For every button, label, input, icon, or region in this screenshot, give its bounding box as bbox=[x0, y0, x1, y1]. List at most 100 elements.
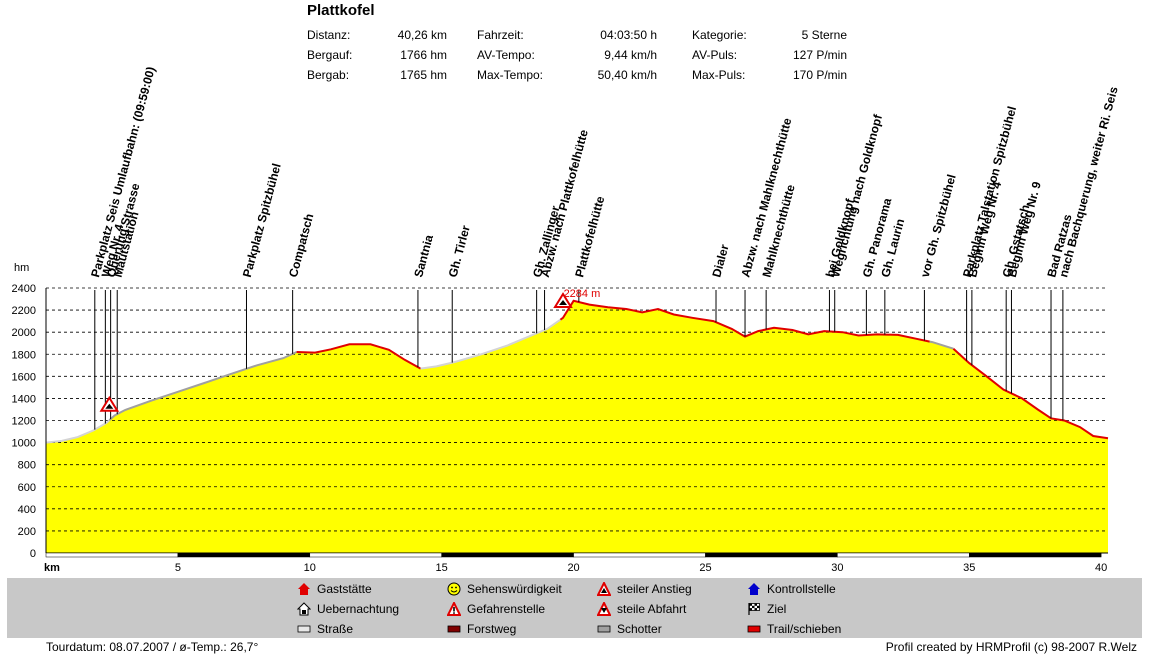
profile-line-segment bbox=[108, 351, 298, 422]
profile-line-segment bbox=[929, 340, 954, 350]
house-blue-icon bbox=[747, 582, 761, 596]
surface-swatch-icon bbox=[747, 622, 761, 636]
warning-triangle-inner bbox=[105, 403, 114, 409]
y-tick-label: 800 bbox=[18, 460, 36, 472]
distance-bar-segment bbox=[309, 552, 442, 558]
surface-swatch-icon bbox=[447, 622, 461, 636]
y-tick-label: 1800 bbox=[12, 349, 36, 361]
y-tick-label: 2400 bbox=[12, 283, 36, 295]
stat-label: Bergauf: bbox=[307, 48, 353, 62]
max-elevation-label: 2284 m bbox=[564, 288, 601, 300]
legend-label: steiler Anstieg bbox=[617, 582, 692, 596]
legend-label: Uebernachtung bbox=[317, 602, 400, 616]
profile-line-segment bbox=[420, 318, 561, 370]
x-tick-label: 30 bbox=[831, 562, 843, 574]
tour-title: Plattkofel bbox=[307, 2, 375, 19]
profile-line-segment bbox=[45, 419, 110, 444]
stats-col-1-values: 40,26 km 1766 hm 1765 hm bbox=[372, 28, 447, 88]
stat-label: Distanz: bbox=[307, 28, 351, 42]
distance-bar-segment bbox=[45, 552, 179, 558]
warning-triangle-dark-icon bbox=[597, 602, 611, 616]
legend-label: Gefahrenstelle bbox=[467, 602, 546, 616]
smiley-icon bbox=[447, 582, 461, 596]
legend-label: Sehenswürdigkeit bbox=[467, 582, 562, 596]
house-red-icon bbox=[297, 582, 311, 596]
credit-text: Profil created by HRMProfil (c) 98-2007 … bbox=[885, 640, 1137, 654]
y-tick-label: 1600 bbox=[12, 371, 36, 383]
legend-item-steile-abfahrt: steile Abfahrt bbox=[597, 602, 686, 616]
waypoint-label: Plattkofelhütte bbox=[572, 194, 607, 278]
y-tick-label: 1400 bbox=[12, 393, 36, 405]
distance-bar-segment bbox=[177, 552, 311, 558]
warning-triangle-icon bbox=[597, 582, 611, 596]
stat-label: Max-Tempo: bbox=[477, 68, 544, 82]
waypoint-label: Santnia bbox=[411, 233, 436, 279]
distance-bar-segment bbox=[705, 552, 838, 558]
stat-value: 1765 hm bbox=[400, 68, 447, 82]
stats-col-3-labels: Kategorie: AV-Puls: Max-Puls: bbox=[692, 28, 747, 88]
waypoint-label: Gh. Tirler bbox=[446, 224, 473, 279]
waypoint-label: nach Bachquerung, weiter Ri. Seis bbox=[1056, 85, 1121, 279]
y-tick-label: 600 bbox=[18, 482, 36, 494]
legend-item-schotter: Schotter bbox=[597, 622, 662, 636]
y-tick-label: 1000 bbox=[12, 438, 36, 450]
warning-exclamation-icon bbox=[447, 602, 461, 616]
stat-label: Kategorie: bbox=[692, 28, 747, 42]
profile-area bbox=[46, 300, 1108, 553]
legend-label: Kontrollstelle bbox=[767, 582, 836, 596]
stat-value: 40,26 km bbox=[397, 28, 447, 42]
stats-col-2-labels: Fahrzeit: AV-Tempo: Max-Tempo: bbox=[477, 28, 543, 88]
warning-triangle-icon bbox=[99, 395, 120, 412]
x-tick-label: 15 bbox=[436, 562, 448, 574]
stat-value: 5 Sterne bbox=[801, 28, 847, 42]
x-axis-label: km bbox=[44, 562, 60, 574]
x-tick-label: 35 bbox=[963, 562, 975, 574]
x-tick-label: 5 bbox=[175, 562, 181, 574]
surface-swatch-icon bbox=[297, 622, 311, 636]
waypoint-label: Compatsch bbox=[286, 212, 316, 279]
legend-item-uebernachtung: Uebernachtung bbox=[297, 602, 399, 616]
stat-value: 170 P/min bbox=[792, 68, 847, 82]
distance-bar-segment bbox=[441, 552, 574, 558]
legend-label: Gaststätte bbox=[317, 582, 372, 596]
warning-triangle-icon bbox=[553, 292, 573, 308]
y-tick-label: 200 bbox=[18, 526, 36, 538]
y-tick-label: 0 bbox=[30, 548, 36, 560]
x-tick-label: 25 bbox=[699, 562, 711, 574]
legend-label: Straße bbox=[317, 622, 354, 636]
y-axis-label: hm bbox=[14, 262, 29, 274]
waypoint-label: vor Gh. Spitzbühel bbox=[918, 173, 959, 279]
stat-value: 127 P/min bbox=[792, 48, 847, 62]
legend-item-forstweg: Forstweg bbox=[447, 622, 516, 636]
x-tick-label: 40 bbox=[1095, 562, 1107, 574]
legend: Gaststätte Sehenswürdigkeit steiler Anst… bbox=[7, 578, 1142, 638]
surface-swatch-icon bbox=[597, 622, 611, 636]
legend-item-trail: Trail/schieben bbox=[747, 622, 841, 636]
stats-col-3-values: 5 Sterne 127 P/min 170 P/min bbox=[757, 28, 847, 88]
profile-line-segment bbox=[559, 299, 930, 343]
profile-line-segment bbox=[296, 343, 422, 370]
x-tick-label: 20 bbox=[567, 562, 579, 574]
stat-label: Bergab: bbox=[307, 68, 350, 82]
distance-bar-segment bbox=[837, 552, 970, 558]
legend-label: Forstweg bbox=[467, 622, 517, 636]
profile-line-segment bbox=[952, 347, 1109, 440]
stat-value: 1766 hm bbox=[400, 48, 447, 62]
y-tick-label: 1200 bbox=[12, 416, 36, 428]
stat-label: Fahrzeit: bbox=[477, 28, 524, 42]
stat-value: 50,40 km/h bbox=[597, 68, 657, 82]
y-tick-label: 400 bbox=[18, 504, 36, 516]
legend-label: Schotter bbox=[617, 622, 662, 636]
waypoint-label: Parkplatz Spitzbühel bbox=[240, 162, 284, 279]
distance-bar-segment bbox=[968, 552, 1102, 558]
stat-label: Max-Puls: bbox=[692, 68, 746, 82]
elevation-profile-chart: Parkplatz Seis Umlaufbahn: (09:59:00)Weg… bbox=[12, 65, 1121, 574]
tour-date-temperature: Tourdatum: 08.07.2007 / ø-Temp.: 26,7° bbox=[46, 640, 259, 654]
stats-col-1-labels: Distanz: Bergauf: Bergab: bbox=[307, 28, 352, 88]
waypoint-label: Beginn Weg Nr. 9 bbox=[1005, 180, 1044, 279]
legend-item-sehenswuerdigkeit: Sehenswürdigkeit bbox=[447, 582, 562, 596]
legend-label: Ziel bbox=[767, 602, 787, 616]
y-tick-label: 2000 bbox=[12, 327, 36, 339]
stats-col-2-values: 04:03:50 h 9,44 km/h 50,40 km/h bbox=[567, 28, 657, 88]
y-tick-label: 2200 bbox=[12, 305, 36, 317]
